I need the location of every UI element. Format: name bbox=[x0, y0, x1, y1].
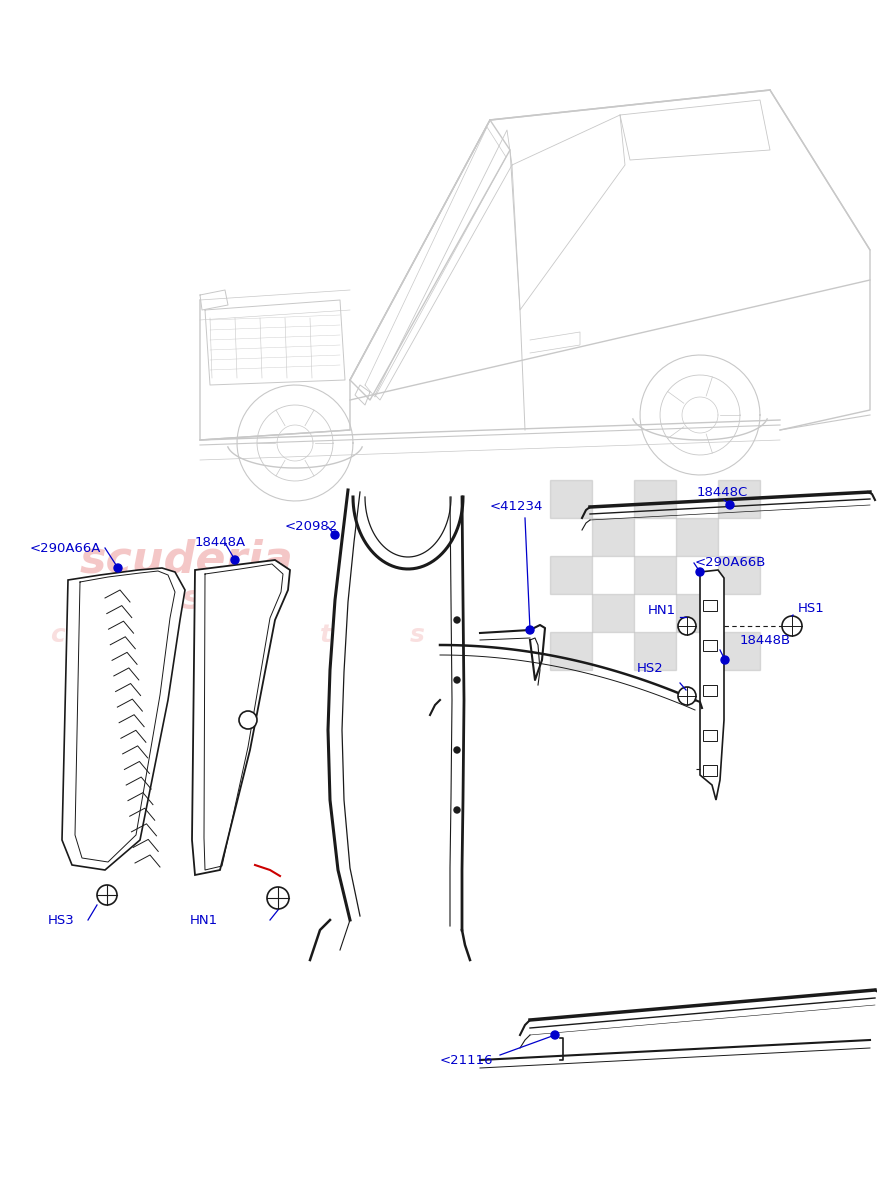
Text: scuderia: scuderia bbox=[80, 539, 294, 582]
Circle shape bbox=[696, 568, 704, 576]
Text: HS2: HS2 bbox=[637, 661, 664, 674]
Circle shape bbox=[782, 616, 802, 636]
Bar bbox=[634, 556, 676, 594]
Circle shape bbox=[114, 564, 122, 572]
Circle shape bbox=[454, 617, 460, 623]
Text: 18448C: 18448C bbox=[697, 486, 748, 498]
Bar bbox=[703, 730, 717, 740]
Bar bbox=[703, 600, 717, 611]
Bar bbox=[592, 594, 634, 632]
Circle shape bbox=[551, 1031, 559, 1039]
Text: <20982: <20982 bbox=[285, 521, 339, 534]
Text: HS3: HS3 bbox=[48, 913, 75, 926]
Bar bbox=[676, 518, 718, 556]
Circle shape bbox=[454, 746, 460, 754]
Bar bbox=[550, 556, 592, 594]
Polygon shape bbox=[192, 560, 290, 875]
Circle shape bbox=[678, 686, 696, 704]
Circle shape bbox=[454, 806, 460, 814]
Circle shape bbox=[454, 677, 460, 683]
Circle shape bbox=[331, 530, 339, 539]
Text: HN1: HN1 bbox=[190, 913, 218, 926]
Text: 18448B: 18448B bbox=[740, 634, 791, 647]
Polygon shape bbox=[62, 568, 185, 870]
Circle shape bbox=[678, 617, 696, 635]
Bar bbox=[634, 480, 676, 518]
Bar bbox=[718, 632, 760, 670]
Bar bbox=[592, 518, 634, 556]
Bar bbox=[718, 480, 760, 518]
Text: <41234: <41234 bbox=[490, 500, 544, 514]
Circle shape bbox=[97, 886, 117, 905]
Text: <290A66A: <290A66A bbox=[30, 541, 102, 554]
Circle shape bbox=[526, 626, 534, 634]
Bar bbox=[634, 632, 676, 670]
Circle shape bbox=[721, 656, 729, 664]
Text: HS1: HS1 bbox=[798, 602, 824, 616]
Text: r: r bbox=[230, 623, 242, 647]
Text: HN1: HN1 bbox=[648, 604, 676, 617]
Circle shape bbox=[231, 556, 239, 564]
Text: parts: parts bbox=[80, 583, 202, 617]
Bar bbox=[703, 685, 717, 696]
Text: t: t bbox=[320, 623, 332, 647]
Text: <290A66B: <290A66B bbox=[695, 557, 766, 570]
Circle shape bbox=[726, 502, 734, 509]
Circle shape bbox=[267, 887, 289, 910]
Circle shape bbox=[239, 710, 257, 728]
Bar bbox=[703, 640, 717, 650]
Bar bbox=[676, 594, 718, 632]
Bar bbox=[718, 556, 760, 594]
Bar bbox=[550, 632, 592, 670]
Text: s: s bbox=[410, 623, 424, 647]
Text: a: a bbox=[140, 623, 157, 647]
Text: <21116: <21116 bbox=[440, 1054, 494, 1067]
Polygon shape bbox=[700, 570, 724, 800]
Text: c: c bbox=[50, 623, 65, 647]
Bar bbox=[703, 766, 717, 776]
Bar bbox=[550, 480, 592, 518]
Text: 18448A: 18448A bbox=[195, 536, 246, 550]
